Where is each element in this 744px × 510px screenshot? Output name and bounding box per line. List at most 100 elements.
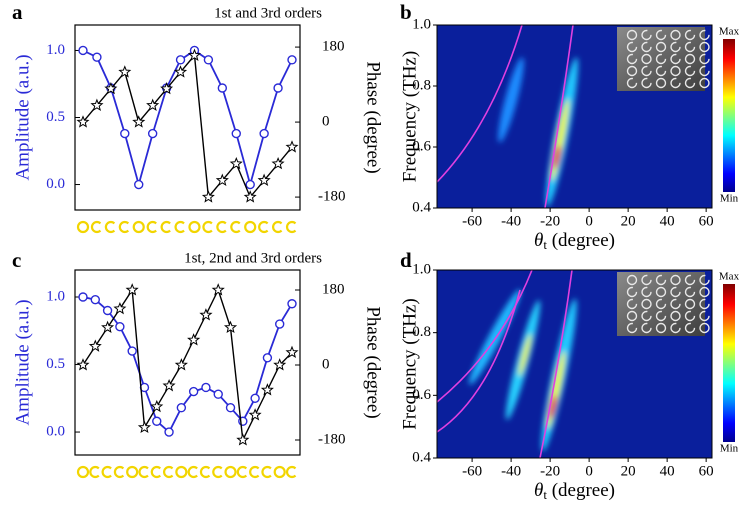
inset-ring	[684, 41, 696, 53]
phase-marker	[273, 358, 287, 371]
phase-marker	[160, 81, 174, 95]
inset-ring	[655, 298, 667, 310]
phase-marker	[118, 65, 132, 78]
inset-ring	[655, 41, 667, 53]
inset-ring	[670, 310, 681, 322]
phase-marker	[211, 283, 225, 296]
amplitude-marker	[134, 179, 144, 190]
y-tick-label: 0.8	[412, 77, 431, 93]
unit-cell-icon	[202, 220, 213, 234]
amplitude-marker	[188, 386, 199, 397]
amplitude-marker	[90, 295, 100, 305]
inset-ring	[641, 77, 652, 89]
colorbar-min-label: Min	[720, 443, 739, 455]
inset-ring	[641, 41, 652, 53]
phase-marker	[285, 140, 299, 153]
amplitude-marker	[147, 128, 158, 139]
amplitude-marker	[164, 427, 174, 437]
y-tick-label: 0.5	[46, 356, 65, 372]
phase-marker	[187, 48, 201, 62]
heatmap-b	[437, 25, 712, 208]
phase-marker	[174, 358, 188, 371]
phase-marker	[146, 98, 160, 112]
inset-ring	[684, 286, 696, 298]
unit-cell-icon	[146, 220, 157, 234]
plot-frame	[436, 24, 713, 209]
phase-marker	[248, 408, 262, 421]
amplitude-marker	[152, 416, 162, 426]
inset-ring	[670, 274, 681, 286]
phase-marker	[174, 65, 188, 78]
x-tick-label: 60	[699, 213, 714, 229]
unit-cell-icon	[163, 465, 174, 479]
inset-ring	[641, 65, 652, 77]
unit-cell-icon	[199, 465, 211, 479]
phase-marker	[243, 190, 257, 203]
unit-cell-icon	[174, 220, 185, 234]
inset-ring	[670, 41, 681, 53]
unit-cell-icon	[286, 465, 297, 479]
panel-letter: c	[12, 248, 21, 272]
phase-marker	[137, 420, 152, 433]
inset-ring	[655, 65, 667, 77]
phase-marker	[260, 383, 274, 396]
phase-marker	[90, 98, 104, 112]
phase-marker	[271, 156, 285, 170]
unit-cell-icon	[104, 220, 116, 234]
colorbar	[723, 284, 735, 442]
inset-ring	[641, 298, 652, 310]
unit-cell-icon	[132, 220, 145, 234]
x-axis-subscript: t	[543, 237, 547, 252]
colorbar	[723, 39, 735, 192]
inset-ring	[655, 29, 667, 41]
amplitude-marker	[115, 322, 125, 332]
inset-ring	[655, 53, 667, 65]
panel-letter: d	[400, 248, 412, 272]
y2-tick-label: -180	[318, 431, 346, 447]
inset-ring	[699, 41, 710, 53]
unit-cell-icon	[187, 465, 198, 479]
inset-ring	[670, 65, 681, 77]
amplitude-marker	[176, 403, 187, 413]
inset-ring	[655, 77, 667, 89]
colorbar-max-label: Max	[719, 26, 740, 38]
inset-ring	[670, 322, 681, 334]
x-axis-symbol: θ	[534, 480, 543, 501]
inset-ring	[684, 29, 696, 41]
inset-ring	[626, 77, 638, 89]
unit-cell-icon	[175, 465, 188, 479]
y-axis-label: Frequency (THz)	[399, 51, 420, 182]
plot-frame	[436, 269, 713, 459]
x-tick-label: 20	[621, 463, 636, 479]
amplitude-marker	[92, 52, 102, 62]
unit-cell-icon	[118, 220, 130, 234]
unit-cell-icon	[188, 220, 201, 234]
inset-ring	[670, 29, 681, 41]
phase-marker	[125, 283, 139, 296]
x-axis-label: θt (degree)	[534, 480, 615, 502]
inset-ring	[641, 53, 652, 65]
x-tick-label: -40	[501, 463, 521, 479]
inset-ring	[626, 274, 638, 286]
inset-ring	[626, 310, 638, 322]
x-tick-label: -60	[462, 213, 482, 229]
amplitude-marker	[203, 55, 214, 65]
x-axis-unit: (degree)	[547, 480, 615, 501]
phase-marker	[229, 156, 243, 170]
inset-ring	[699, 65, 710, 77]
unit-cell-icon	[230, 220, 241, 234]
amplitude-marker	[259, 128, 269, 139]
inset-ring	[699, 310, 710, 322]
inset-ring	[684, 53, 696, 65]
inset-ring	[655, 274, 667, 286]
y-tick-label: 0.4	[412, 449, 431, 465]
y2-tick-label: 180	[322, 281, 345, 297]
y-tick-label: 1.0	[46, 42, 65, 58]
unit-cell-icon	[244, 220, 257, 234]
amplitude-marker	[213, 389, 223, 399]
inset-ring	[699, 274, 710, 286]
unit-cell-icon	[216, 220, 227, 234]
unit-cell-icon	[150, 465, 162, 479]
plot-frame	[74, 269, 301, 456]
unit-cell-icon	[261, 465, 272, 479]
